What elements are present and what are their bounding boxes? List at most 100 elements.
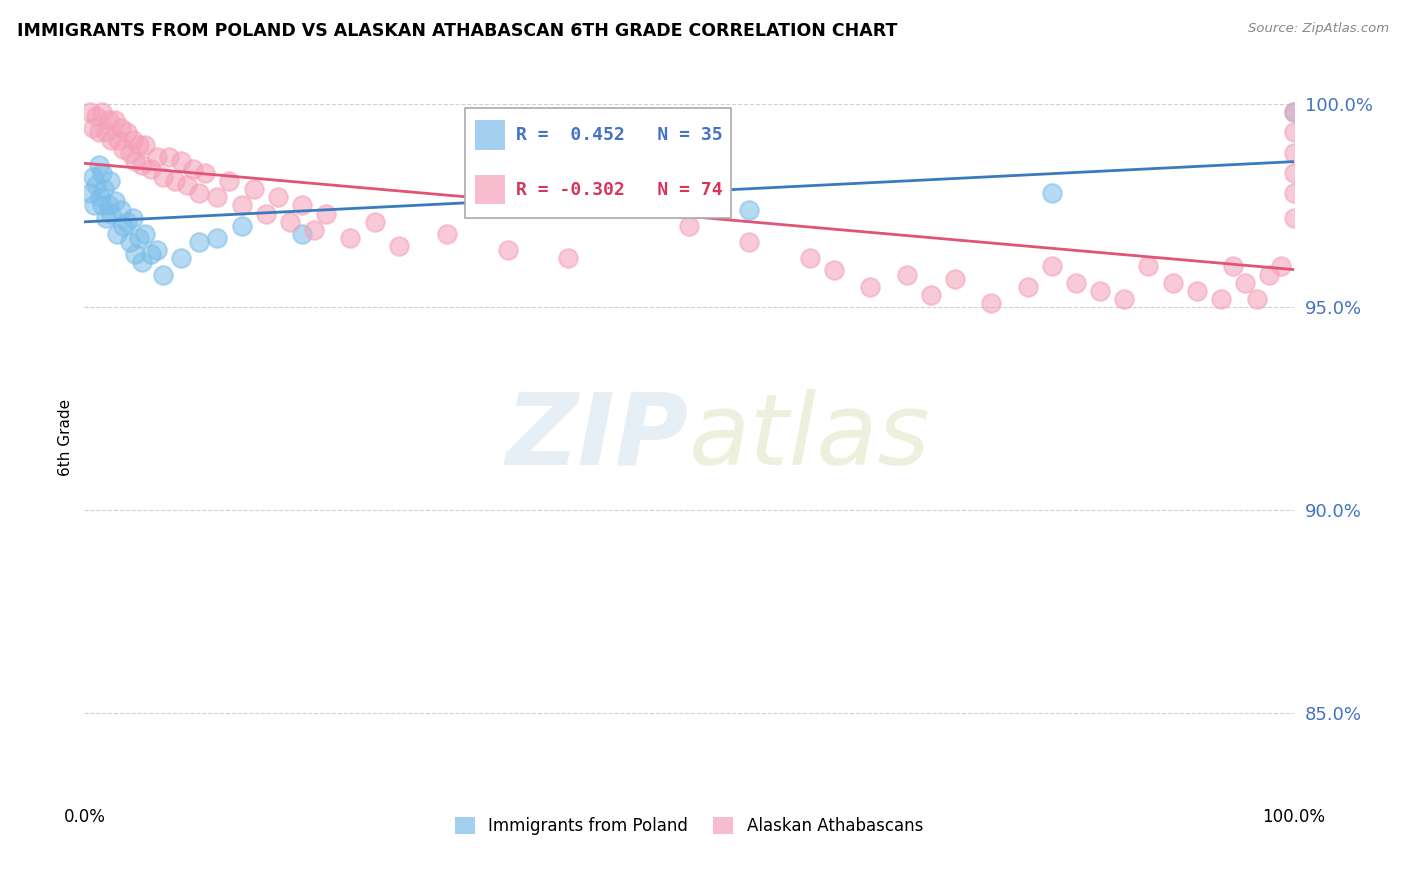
- Point: [436, 227, 458, 241]
- Text: R =  0.452   N = 35: R = 0.452 N = 35: [516, 126, 723, 144]
- Point: [1017, 279, 1039, 293]
- Point: [1161, 276, 1184, 290]
- Point: [339, 231, 361, 245]
- Point: [1258, 268, 1281, 282]
- Point: [1040, 186, 1063, 201]
- Point: [82, 169, 104, 184]
- Point: [120, 235, 142, 249]
- FancyBboxPatch shape: [475, 175, 505, 204]
- Y-axis label: 6th Grade: 6th Grade: [58, 399, 73, 475]
- Point: [1234, 276, 1257, 290]
- Point: [112, 142, 135, 156]
- Point: [93, 182, 115, 196]
- Point: [91, 105, 114, 120]
- Point: [170, 153, 193, 168]
- Point: [110, 202, 132, 217]
- Point: [207, 231, 229, 245]
- Point: [291, 198, 314, 212]
- Point: [79, 186, 101, 201]
- Point: [134, 227, 156, 241]
- Text: IMMIGRANTS FROM POLAND VS ALASKAN ATHABASCAN 6TH GRADE CORRELATION CHART: IMMIGRANTS FROM POLAND VS ALASKAN ATHABA…: [17, 22, 897, 40]
- Point: [146, 243, 169, 257]
- Point: [242, 182, 264, 196]
- Point: [128, 231, 150, 245]
- Point: [79, 105, 101, 120]
- Point: [97, 113, 120, 128]
- Point: [799, 252, 821, 266]
- Point: [86, 109, 108, 123]
- Point: [920, 288, 942, 302]
- Point: [97, 198, 120, 212]
- Point: [124, 247, 146, 261]
- Text: atlas: atlas: [689, 389, 931, 485]
- Point: [121, 133, 143, 147]
- Point: [120, 145, 142, 160]
- Point: [170, 252, 193, 266]
- Point: [87, 158, 110, 172]
- Point: [83, 198, 105, 212]
- Point: [231, 198, 253, 212]
- Point: [859, 279, 882, 293]
- Point: [124, 153, 146, 168]
- Point: [89, 190, 111, 204]
- Point: [128, 137, 150, 152]
- Point: [112, 219, 135, 233]
- FancyBboxPatch shape: [475, 120, 505, 150]
- Point: [188, 186, 211, 201]
- Point: [188, 235, 211, 249]
- Point: [980, 296, 1002, 310]
- Point: [1270, 260, 1292, 274]
- Point: [194, 166, 217, 180]
- Point: [110, 121, 132, 136]
- Point: [1040, 260, 1063, 274]
- Point: [1064, 276, 1087, 290]
- Point: [146, 150, 169, 164]
- Point: [823, 263, 845, 277]
- Point: [1185, 284, 1208, 298]
- Point: [1222, 260, 1244, 274]
- Point: [121, 211, 143, 225]
- Point: [1282, 105, 1305, 120]
- Point: [86, 178, 108, 193]
- Point: [82, 121, 104, 136]
- Point: [1282, 125, 1305, 139]
- Point: [100, 133, 122, 147]
- Text: R = -0.302   N = 74: R = -0.302 N = 74: [516, 181, 723, 199]
- Point: [107, 133, 129, 147]
- Point: [139, 161, 162, 176]
- Point: [104, 194, 127, 209]
- Point: [1282, 145, 1305, 160]
- Point: [100, 206, 122, 220]
- Point: [91, 198, 114, 212]
- Point: [176, 178, 198, 193]
- Point: [115, 125, 138, 139]
- Point: [388, 239, 411, 253]
- Point: [131, 255, 153, 269]
- Point: [207, 190, 229, 204]
- Point: [104, 113, 127, 128]
- Point: [152, 268, 174, 282]
- Point: [302, 223, 325, 237]
- Text: ZIP: ZIP: [506, 389, 689, 485]
- Point: [157, 150, 180, 164]
- Point: [1282, 105, 1305, 120]
- Point: [152, 169, 174, 184]
- Point: [181, 161, 204, 176]
- Point: [291, 227, 314, 241]
- Point: [896, 268, 918, 282]
- Text: Source: ZipAtlas.com: Source: ZipAtlas.com: [1249, 22, 1389, 36]
- Point: [254, 206, 277, 220]
- Point: [91, 166, 114, 180]
- Point: [134, 137, 156, 152]
- Point: [943, 271, 966, 285]
- Point: [557, 252, 579, 266]
- Point: [315, 206, 337, 220]
- Point: [278, 215, 301, 229]
- Point: [1088, 284, 1111, 298]
- Point: [165, 174, 187, 188]
- Point: [1282, 186, 1305, 201]
- Point: [131, 158, 153, 172]
- Point: [94, 125, 117, 139]
- Point: [1209, 292, 1232, 306]
- Point: [267, 190, 290, 204]
